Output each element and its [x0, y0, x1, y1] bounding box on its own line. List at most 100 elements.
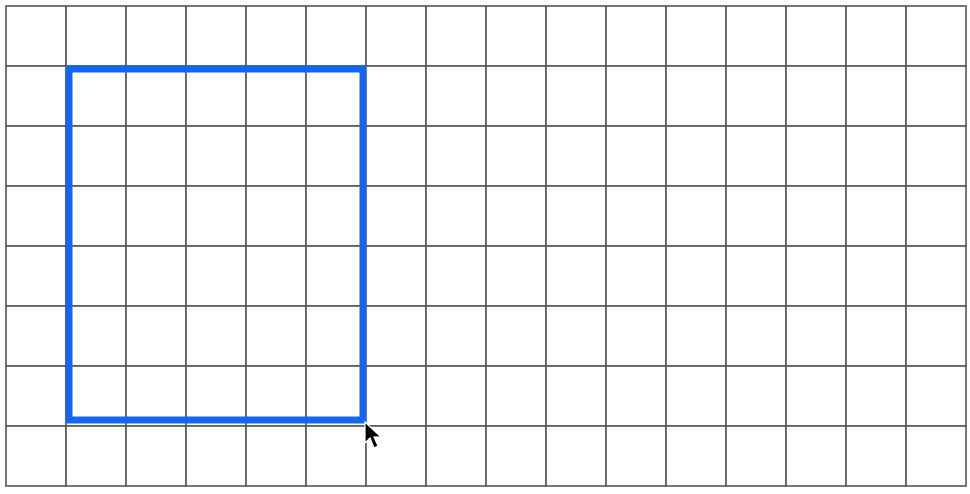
grid-cell[interactable]: [425, 125, 487, 187]
grid-cell[interactable]: [785, 125, 847, 187]
grid-cell[interactable]: [245, 245, 307, 307]
grid-cell[interactable]: [905, 425, 967, 487]
grid-cell[interactable]: [185, 185, 247, 247]
grid-cell[interactable]: [485, 425, 547, 487]
grid-cell[interactable]: [845, 245, 907, 307]
grid-cell[interactable]: [425, 5, 487, 67]
grid-cell[interactable]: [545, 365, 607, 427]
grid-cell[interactable]: [485, 305, 547, 367]
grid-cell[interactable]: [5, 125, 67, 187]
grid-cell[interactable]: [425, 65, 487, 127]
grid-cell[interactable]: [485, 365, 547, 427]
grid-cell[interactable]: [725, 5, 787, 67]
grid-cell[interactable]: [785, 5, 847, 67]
grid-cell[interactable]: [185, 125, 247, 187]
grid-cell[interactable]: [725, 125, 787, 187]
grid-cell[interactable]: [185, 425, 247, 487]
grid-cell[interactable]: [5, 365, 67, 427]
grid-cell[interactable]: [905, 365, 967, 427]
grid-cell[interactable]: [185, 5, 247, 67]
grid-cell[interactable]: [845, 185, 907, 247]
grid-cell[interactable]: [5, 245, 67, 307]
grid-cell[interactable]: [65, 305, 127, 367]
grid-cell[interactable]: [245, 185, 307, 247]
grid-cell[interactable]: [185, 305, 247, 367]
grid-cell[interactable]: [485, 65, 547, 127]
grid-cell[interactable]: [305, 185, 367, 247]
grid-cell[interactable]: [665, 305, 727, 367]
grid-cell[interactable]: [665, 365, 727, 427]
grid-cell[interactable]: [845, 365, 907, 427]
grid-cell[interactable]: [845, 125, 907, 187]
grid-cell[interactable]: [365, 245, 427, 307]
grid-cell[interactable]: [65, 65, 127, 127]
grid-cell[interactable]: [65, 125, 127, 187]
grid-cell[interactable]: [545, 5, 607, 67]
grid-cell[interactable]: [605, 365, 667, 427]
grid-cell[interactable]: [125, 305, 187, 367]
grid-cell[interactable]: [665, 425, 727, 487]
grid-cell[interactable]: [65, 5, 127, 67]
grid-cell[interactable]: [725, 365, 787, 427]
grid-cell[interactable]: [605, 305, 667, 367]
grid-cell[interactable]: [725, 425, 787, 487]
grid-cell[interactable]: [125, 65, 187, 127]
grid-cell[interactable]: [905, 305, 967, 367]
grid-cell[interactable]: [605, 65, 667, 127]
grid-cells[interactable]: [5, 5, 967, 487]
grid-cell[interactable]: [545, 65, 607, 127]
grid-cell[interactable]: [785, 425, 847, 487]
grid-cell[interactable]: [545, 125, 607, 187]
grid-cell[interactable]: [125, 5, 187, 67]
grid-cell[interactable]: [425, 245, 487, 307]
grid-cell[interactable]: [665, 5, 727, 67]
grid-cell[interactable]: [65, 185, 127, 247]
grid-cell[interactable]: [905, 125, 967, 187]
grid-cell[interactable]: [425, 425, 487, 487]
grid-cell[interactable]: [665, 185, 727, 247]
grid-cell[interactable]: [305, 65, 367, 127]
grid-cell[interactable]: [605, 5, 667, 67]
grid-cell[interactable]: [305, 125, 367, 187]
grid-cell[interactable]: [245, 305, 307, 367]
grid-cell[interactable]: [185, 245, 247, 307]
grid-cell[interactable]: [905, 245, 967, 307]
grid-cell[interactable]: [365, 185, 427, 247]
grid-cell[interactable]: [725, 65, 787, 127]
grid-cell[interactable]: [605, 185, 667, 247]
grid-cell[interactable]: [785, 305, 847, 367]
grid-cell[interactable]: [845, 305, 907, 367]
grid-cell[interactable]: [785, 185, 847, 247]
grid-cell[interactable]: [65, 245, 127, 307]
grid-cell[interactable]: [5, 5, 67, 67]
grid-cell[interactable]: [125, 365, 187, 427]
grid-cell[interactable]: [845, 5, 907, 67]
grid-cell[interactable]: [785, 245, 847, 307]
grid-cell[interactable]: [365, 5, 427, 67]
grid-cell[interactable]: [305, 5, 367, 67]
grid-cell[interactable]: [365, 65, 427, 127]
grid-cell[interactable]: [845, 65, 907, 127]
grid-cell[interactable]: [905, 5, 967, 67]
grid-cell[interactable]: [125, 125, 187, 187]
grid-cell[interactable]: [125, 185, 187, 247]
grid-cell[interactable]: [365, 305, 427, 367]
grid-cell[interactable]: [725, 245, 787, 307]
grid-cell[interactable]: [905, 65, 967, 127]
grid-cell[interactable]: [425, 365, 487, 427]
grid-cell[interactable]: [245, 425, 307, 487]
grid-cell[interactable]: [425, 305, 487, 367]
grid-cell[interactable]: [605, 245, 667, 307]
grid-cell[interactable]: [785, 65, 847, 127]
selection-rectangle[interactable]: [65, 65, 367, 424]
grid-cell[interactable]: [485, 5, 547, 67]
grid-cell[interactable]: [245, 5, 307, 67]
grid-cell[interactable]: [185, 65, 247, 127]
grid-cell[interactable]: [905, 185, 967, 247]
grid-cell[interactable]: [845, 425, 907, 487]
grid-cell[interactable]: [665, 125, 727, 187]
grid-cell[interactable]: [65, 425, 127, 487]
grid-cell[interactable]: [5, 185, 67, 247]
